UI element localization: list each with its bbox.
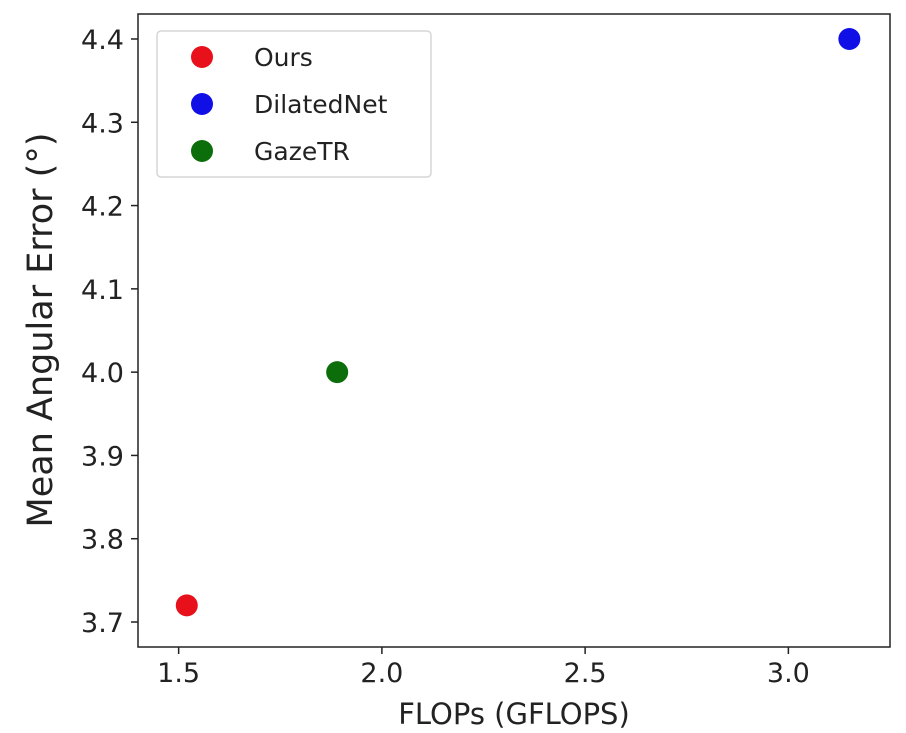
legend-marker — [191, 93, 213, 115]
point-ours — [175, 594, 198, 617]
legend-label: DilatedNet — [254, 90, 388, 119]
legend-label: GazeTR — [254, 137, 350, 166]
legend-box — [156, 30, 432, 178]
point-dilatednet — [838, 27, 861, 50]
y-tick-label: 4.4 — [81, 25, 124, 56]
y-axis-title: Mean Angular Error (°) — [21, 133, 61, 528]
y-tick-label: 3.8 — [81, 525, 124, 556]
legend-marker — [191, 46, 213, 68]
y-tick-label: 4.2 — [81, 192, 124, 223]
x-tick-label: 3.0 — [767, 658, 810, 689]
x-axis-ticks: 1.5 2.0 2.5 3.0 — [157, 647, 810, 689]
y-tick-label: 4.3 — [81, 108, 124, 139]
y-tick-label: 4.1 — [81, 275, 124, 306]
y-axis-ticks: 3.7 3.8 3.9 4.0 4.1 4.2 4.3 4.4 — [81, 25, 138, 639]
x-axis-title: FLOPs (GFLOPS) — [398, 697, 630, 731]
legend: Ours DilatedNet GazeTR — [156, 30, 432, 178]
data-points — [175, 27, 861, 617]
legend-marker — [191, 140, 213, 162]
y-tick-label: 4.0 — [81, 358, 124, 389]
legend-label: Ours — [254, 43, 313, 72]
y-tick-label: 3.7 — [81, 608, 124, 639]
x-tick-label: 2.0 — [360, 658, 403, 689]
y-tick-label: 3.9 — [81, 441, 124, 472]
x-tick-label: 1.5 — [157, 658, 200, 689]
x-tick-label: 2.5 — [564, 658, 607, 689]
point-gazetr — [326, 361, 349, 384]
